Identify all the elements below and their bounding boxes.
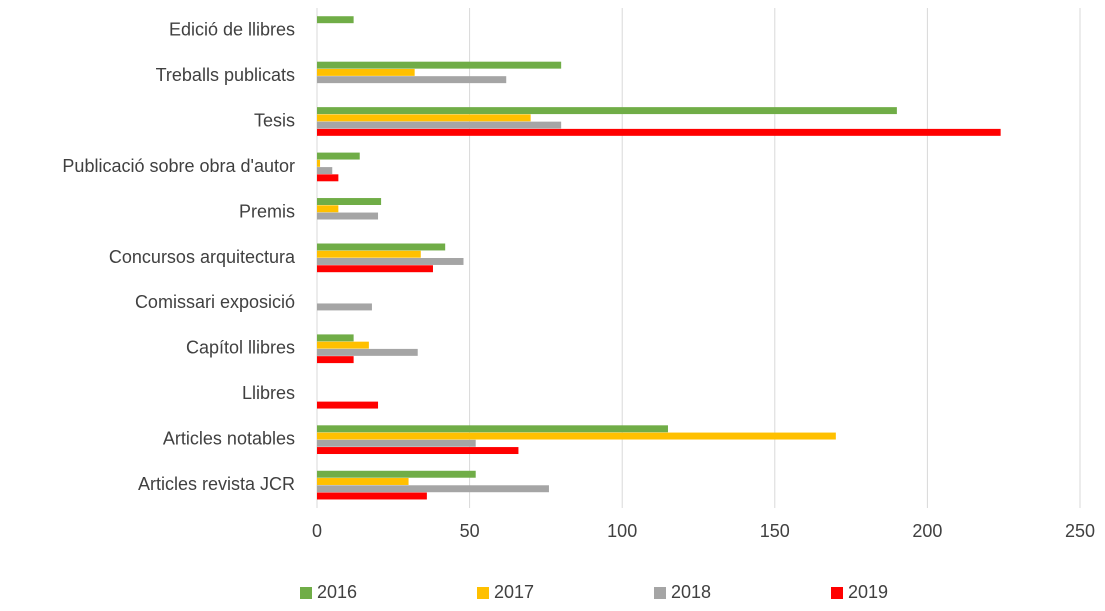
- bar: [317, 198, 382, 205]
- bar: [317, 485, 549, 493]
- x-tick-label: 50: [460, 521, 480, 541]
- y-tick-label: Edició de llibres: [169, 19, 295, 39]
- bar: [317, 68, 415, 76]
- x-tick-label: 150: [760, 521, 790, 541]
- bar: [317, 348, 418, 356]
- y-tick-label: Articles revista JCR: [138, 474, 295, 494]
- bar: [317, 492, 427, 500]
- legend-swatch: [300, 587, 312, 599]
- bar: [317, 152, 360, 160]
- legend-swatch: [831, 587, 843, 599]
- bar: [317, 250, 421, 258]
- bar: [317, 159, 321, 167]
- bar: [317, 205, 339, 213]
- x-tick-label: 100: [607, 521, 637, 541]
- bar: [317, 334, 354, 342]
- y-tick-label: Llibres: [242, 383, 295, 403]
- y-tick-label: Tesis: [254, 110, 295, 130]
- bar: [317, 61, 562, 69]
- y-tick-label: Comissari exposició: [135, 292, 295, 312]
- bar: [317, 114, 531, 122]
- x-tick-label: 250: [1065, 521, 1095, 541]
- legend-label: 2018: [671, 582, 711, 602]
- bar: [317, 258, 464, 265]
- bar: [317, 341, 369, 349]
- legend-label: 2019: [848, 582, 888, 602]
- bar: [317, 425, 668, 433]
- bar: [317, 470, 476, 478]
- bar: [317, 128, 1001, 136]
- bar: [317, 16, 354, 24]
- y-tick-label: Premis: [239, 201, 295, 221]
- bar: [317, 107, 897, 115]
- bar: [317, 76, 507, 84]
- x-tick-label: 0: [312, 521, 322, 541]
- y-tick-label: Treballs publicats: [156, 65, 295, 85]
- bar: [317, 439, 476, 447]
- bar: [317, 432, 836, 440]
- bar: [317, 121, 562, 129]
- legend-label: 2016: [317, 582, 357, 602]
- y-tick-label: Articles notables: [163, 429, 295, 449]
- bar: [317, 303, 372, 311]
- bar: [317, 212, 379, 220]
- x-tick-label: 200: [912, 521, 942, 541]
- bar: [317, 401, 379, 409]
- bar: [317, 243, 446, 251]
- bar: [317, 265, 433, 273]
- bar: [317, 356, 354, 364]
- y-tick-label: Capítol llibres: [186, 338, 295, 358]
- legend-swatch: [654, 587, 666, 599]
- legend-swatch: [477, 587, 489, 599]
- bar: [317, 167, 333, 175]
- bar: [317, 174, 339, 182]
- bar: [317, 478, 409, 485]
- y-tick-label: Publicació sobre obra d'autor: [62, 156, 295, 176]
- y-tick-label: Concursos arquitectura: [109, 247, 296, 267]
- legend-label: 2017: [494, 582, 534, 602]
- bar: [317, 447, 519, 455]
